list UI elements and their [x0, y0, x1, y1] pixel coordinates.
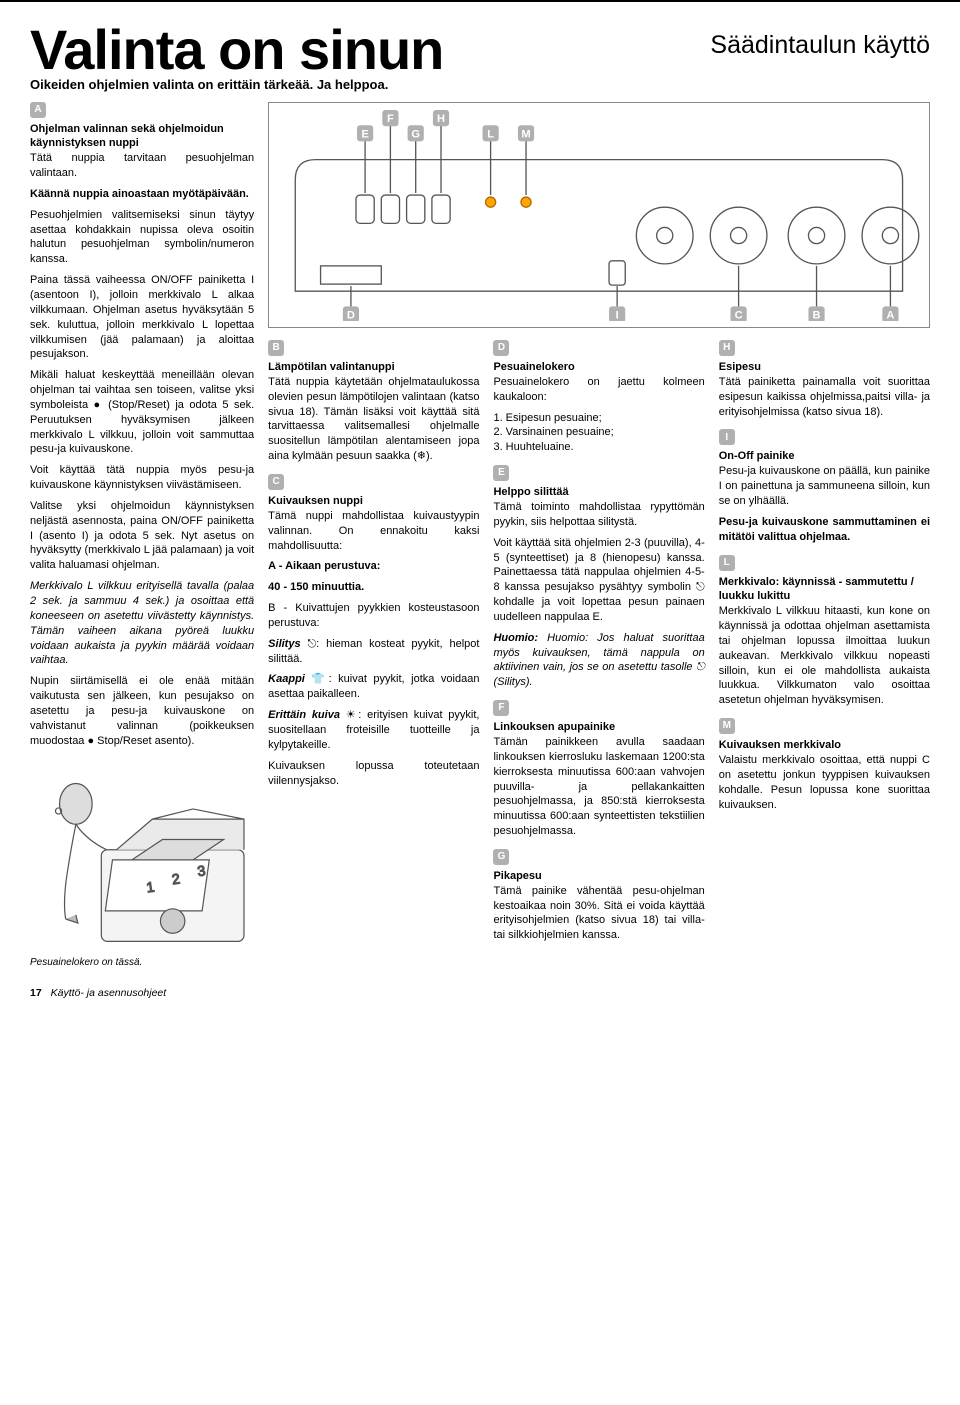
A-p9: Nupin siirtämisellä ei ole enää mitään v…	[30, 674, 254, 748]
footer: 17 Käyttö- ja asennusohjeet	[30, 986, 930, 1000]
svg-text:G: G	[412, 128, 421, 140]
svg-text:L: L	[487, 128, 494, 140]
marker-G: G	[493, 849, 509, 865]
marker-C: C	[268, 474, 284, 490]
page-number: 17	[30, 987, 42, 999]
marker-H: H	[719, 340, 735, 356]
C-p5: Silitys ⎋: hieman kosteat pyykit, helpot…	[268, 637, 479, 667]
E-p2: Voit käyttää sitä ohjelmien 2-3 (puuvill…	[493, 536, 704, 625]
drawer-caption: Pesuainelokero on tässä.	[30, 956, 254, 970]
marker-A: A	[30, 102, 46, 118]
svg-text:A: A	[887, 309, 895, 321]
col-HILM: H Esipesu Tätä painiketta painamalla voi…	[719, 340, 930, 953]
footer-label: Käyttö- ja asennusohjeet	[51, 987, 167, 999]
H-heading: Esipesu	[719, 360, 930, 375]
svg-text:B: B	[813, 309, 821, 321]
B-heading: Lämpötilan valintanuppi	[268, 360, 479, 375]
I-p1: Pesu-ja kuivauskone on päällä, kun paini…	[719, 464, 930, 509]
G-heading: Pikapesu	[493, 869, 704, 884]
C-p3: 40 - 150 minuuttia.	[268, 580, 479, 595]
E-heading: Helppo silittää	[493, 485, 704, 500]
A-p1: Tätä nuppia tarvitaan pesuohjelman valin…	[30, 151, 254, 181]
L-p1: Merkkivalo L vilkkuu hitaasti, kun kone …	[719, 604, 930, 708]
G-p1: Tämä painike vähentää pesu-ohjelman kest…	[493, 884, 704, 943]
A-p7: Valitse yksi ohjelmoidun käynnistyksen n…	[30, 499, 254, 573]
subtitle: Oikeiden ohjelmien valinta on erittäin t…	[30, 76, 443, 94]
marker-L: L	[719, 555, 735, 571]
body-columns: A Ohjelman valinnan sekä ohjelmoidun käy…	[30, 102, 930, 970]
D-heading: Pesuainelokero	[493, 360, 704, 375]
C-p8: Kuivauksen lopussa toteutetaan viilennys…	[268, 759, 479, 789]
svg-text:D: D	[347, 309, 355, 321]
C-heading: Kuivauksen nuppi	[268, 494, 479, 509]
marker-B: B	[268, 340, 284, 356]
D-p1: Pesuainelokero on jaettu kolmeen kaukalo…	[493, 375, 704, 405]
A-p3: Pesuohjelmien valitsemiseksi sinun täyty…	[30, 208, 254, 267]
marker-I: I	[719, 429, 735, 445]
main-title: Valinta on sinun	[30, 22, 443, 78]
svg-text:F: F	[387, 113, 394, 125]
marker-F: F	[493, 700, 509, 716]
A-p8: Merkkivalo L vilkkuu erityisellä tavalla…	[30, 579, 254, 668]
D-l1: 1. Esipesun pesuaine;	[493, 411, 704, 426]
F-p1: Tämän painikkeen avulla saadaan linkouks…	[493, 735, 704, 839]
page: Valinta on sinun Oikeiden ohjelmien vali…	[0, 0, 960, 1010]
col-A: A Ohjelman valinnan sekä ohjelmoidun käy…	[30, 102, 254, 970]
C-p6: Kaappi 👕: kuivat pyykit, jotka voidaan a…	[268, 672, 479, 702]
A-p6: Voit käyttää tätä nuppia myös pesu-ja ku…	[30, 463, 254, 493]
svg-text:C: C	[735, 309, 743, 321]
svg-text:H: H	[437, 113, 445, 125]
col-BC: B Lämpötilan valintanuppi Tätä nuppia kä…	[268, 340, 479, 953]
marker-E: E	[493, 465, 509, 481]
D-l2: 2. Varsinainen pesuaine;	[493, 425, 704, 440]
A-p5: Mikäli haluat keskeyttää meneillään olev…	[30, 368, 254, 457]
marker-D: D	[493, 340, 509, 356]
svg-text:E: E	[362, 128, 369, 140]
svg-text:M: M	[522, 128, 531, 140]
C-p2: A - Aikaan perustuva:	[268, 559, 479, 574]
drawer-figure: 1 2 3 Pesuainelokero on tässä.	[30, 758, 254, 969]
D-l3: 3. Huuhteluaine.	[493, 440, 704, 455]
C-p7: Erittäin kuiva ☀: erityisen kuivat pyyki…	[268, 708, 479, 753]
right-wrap: E F G H L M D I C B A	[268, 102, 930, 970]
col-DEFG: D Pesuainelokero Pesuainelokero on jaett…	[493, 340, 704, 953]
E-p3: Huomio: Huomio: Jos haluat suorittaa myö…	[493, 631, 704, 690]
svg-text:I: I	[616, 309, 619, 321]
C-p1: Tämä nuppi mahdollistaa kuivaustyypin va…	[268, 509, 479, 554]
right-text-cols: B Lämpötilan valintanuppi Tätä nuppia kä…	[268, 340, 930, 953]
E-p1: Tämä toiminto mahdollistaa rypyttömän py…	[493, 500, 704, 530]
header: Valinta on sinun Oikeiden ohjelmien vali…	[30, 22, 930, 102]
section-title: Säädintaulun käyttö	[710, 22, 930, 60]
drawer-illustration: 1 2 3	[30, 758, 254, 952]
L-heading: Merkkivalo: käynnissä - sammutettu / luu…	[719, 575, 930, 605]
M-heading: Kuivauksen merkkivalo	[719, 738, 930, 753]
I-heading: On-Off painike	[719, 449, 930, 464]
M-p1: Valaistu merkkivalo osoittaa, että nuppi…	[719, 753, 930, 812]
F-heading: Linkouksen apupainike	[493, 720, 704, 735]
H-p1: Tätä painiketta painamalla voit suoritta…	[719, 375, 930, 420]
A-heading: Ohjelman valinnan sekä ohjelmoidun käynn…	[30, 122, 254, 152]
marker-M: M	[719, 718, 735, 734]
I-p2: Pesu-ja kuivauskone sammuttaminen ei mit…	[719, 515, 930, 545]
B-p1: Tätä nuppia käytetään ohjelmataulukossa …	[268, 375, 479, 464]
C-p4: B - Kuivattujen pyykkien kosteustasoon p…	[268, 601, 479, 631]
A-p2: Käännä nuppia ainoastaan myötäpäivään.	[30, 187, 254, 202]
control-panel-diagram: E F G H L M D I C B A	[268, 102, 930, 329]
A-p4: Paina tässä vaiheessa ON/OFF painiketta …	[30, 273, 254, 362]
